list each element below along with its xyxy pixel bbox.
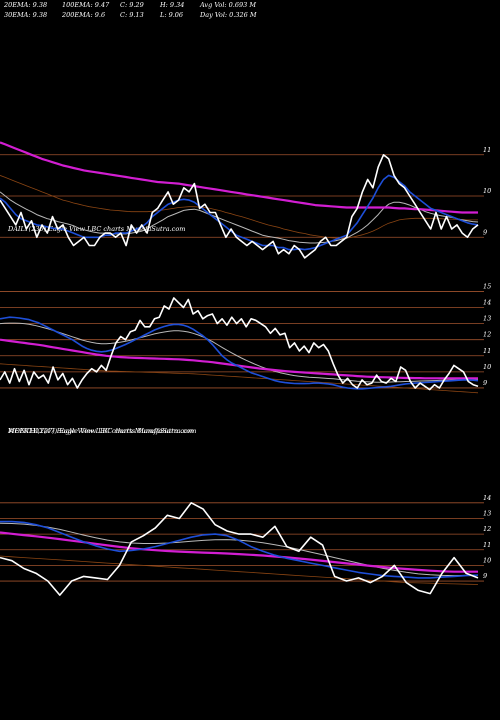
series-ema-brown bbox=[0, 555, 479, 585]
series-ema-mid bbox=[0, 191, 479, 244]
header-avg-vol: Avg Vol: 0.693 M bbox=[199, 1, 256, 9]
y-tick-label: 14 bbox=[483, 494, 491, 502]
indicator-header: 20EMA: 9.38 100EMA: 9.47 C: 9.29 H: 9.34… bbox=[3, 1, 257, 19]
panel-label: DAILY(230) Eagle View LBC charts MunafaS… bbox=[7, 225, 185, 233]
y-tick-label: 14 bbox=[483, 299, 491, 307]
y-tick-label: 10 bbox=[483, 363, 491, 371]
y-tick-label: 9 bbox=[483, 379, 487, 387]
header-ema200: 200EMA: 9.6 bbox=[61, 11, 105, 19]
y-tick-label: 12 bbox=[483, 331, 491, 339]
panel-2: 9 10 11 12 13 14 15 WEEKLY(227) Eagle View LBC … bbox=[0, 282, 491, 435]
header-high: H: 9.34 bbox=[159, 1, 184, 9]
header-ema100: 100EMA: 9.47 bbox=[62, 1, 110, 9]
y-tick-label: 11 bbox=[483, 146, 491, 154]
panel-label: MONTHLY(47) Eagle View LBC charts Munafa… bbox=[7, 427, 196, 435]
series-ema-slow bbox=[0, 531, 478, 573]
series-price bbox=[0, 297, 479, 391]
header-day-vol: Day Vol: 0.326 M bbox=[199, 11, 257, 19]
series-ema-mid bbox=[0, 322, 479, 383]
series-ema-fast bbox=[0, 316, 479, 390]
header-close: C: 9.13 bbox=[120, 11, 144, 19]
header-ema30: 30EMA: 9.38 bbox=[4, 11, 47, 19]
y-tick-label: 13 bbox=[483, 509, 491, 517]
y-tick-label: 15 bbox=[483, 282, 491, 290]
panel-1: 9 10 11 DAILY(230) Eagle View LBC charts Mu… bbox=[0, 141, 491, 259]
series-ema-slow bbox=[0, 141, 478, 214]
y-tick-label: 12 bbox=[483, 525, 491, 533]
chart-panels: 9 10 11 DAILY(230) Eagle View LBC charts Mu… bbox=[0, 141, 491, 596]
y-tick-label: 10 bbox=[483, 187, 491, 195]
series-ema-brown bbox=[0, 175, 478, 239]
panel-label: WEEKLY(227) Eagle View LBC charts Munafa… bbox=[8, 427, 194, 435]
panel-3: 9 10 11 12 13 14 MONTHLY(47) Eagle View LBC ch… bbox=[0, 427, 491, 596]
series-price bbox=[0, 154, 479, 259]
series-ema-brown bbox=[0, 363, 479, 394]
header-ema20: 20EMA: 9.38 bbox=[3, 1, 47, 9]
series-ema-fast bbox=[0, 520, 479, 579]
y-tick-label: 11 bbox=[483, 347, 491, 355]
header-low: L: 9.06 bbox=[159, 11, 183, 19]
header-open: C: 9.29 bbox=[120, 1, 144, 9]
y-tick-label: 9 bbox=[483, 228, 487, 236]
y-tick-label: 9 bbox=[483, 572, 487, 580]
series-price bbox=[0, 501, 479, 596]
y-tick-label: 10 bbox=[483, 556, 491, 564]
y-tick-label: 13 bbox=[483, 315, 491, 323]
y-tick-label: 11 bbox=[483, 541, 491, 549]
